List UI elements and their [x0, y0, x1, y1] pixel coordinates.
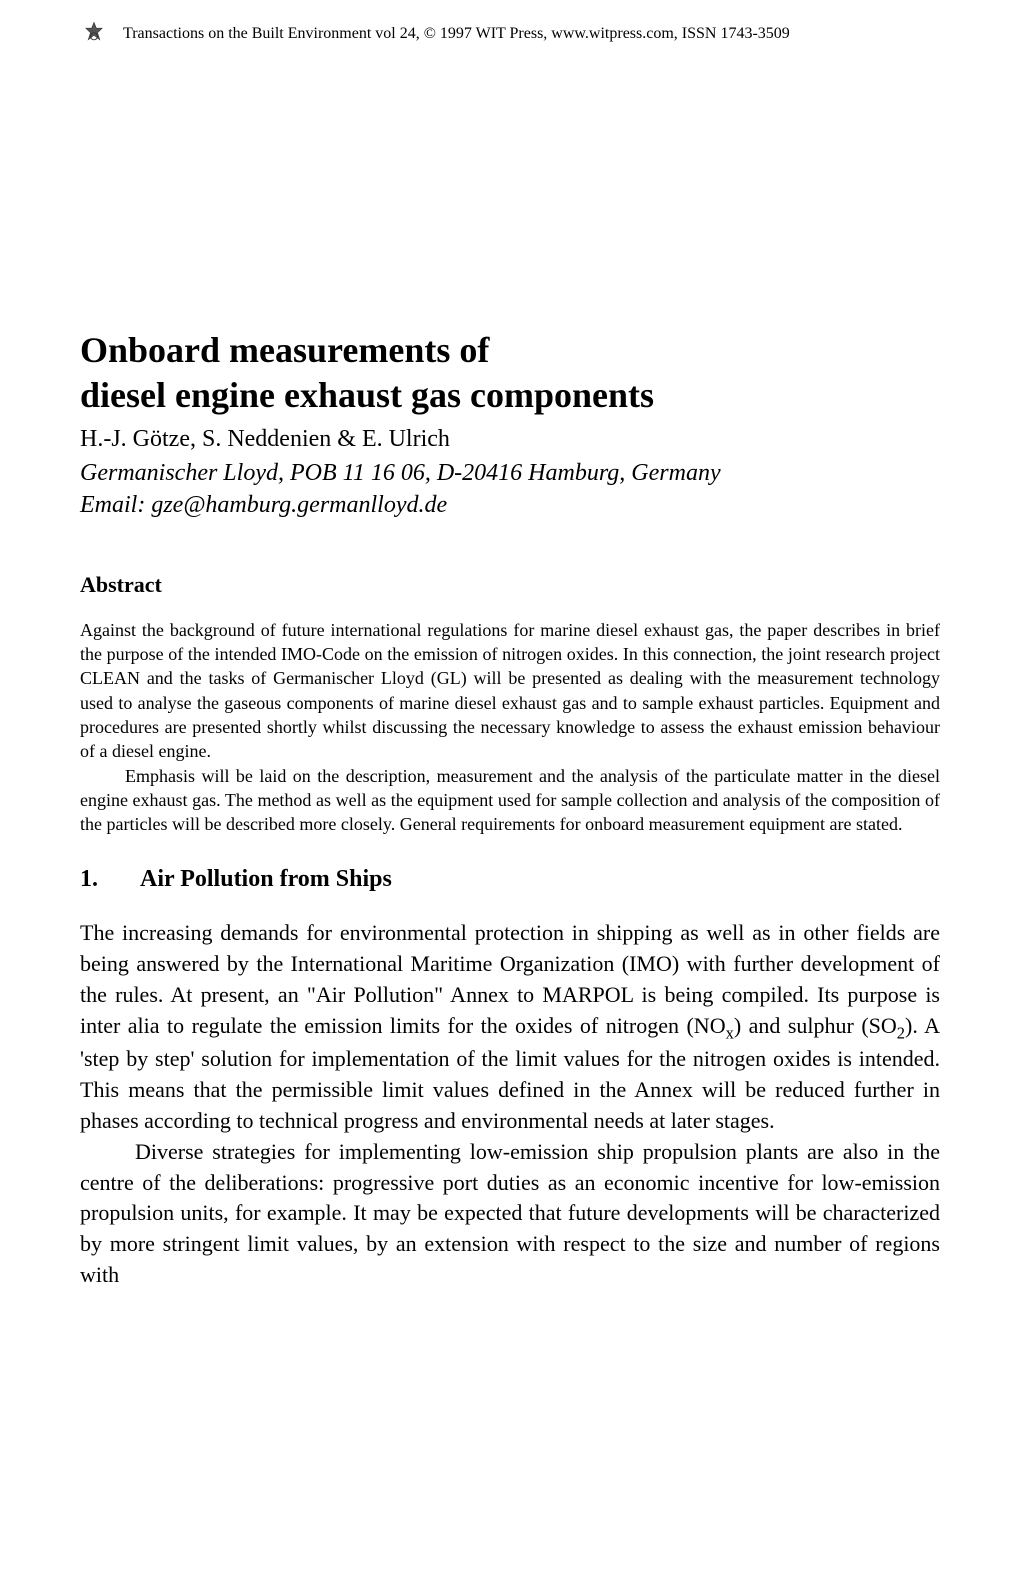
abstract-para-1: Against the background of future interna…: [80, 618, 940, 764]
affiliation-email: Email: gze@hamburg.germanlloyd.de: [80, 492, 447, 518]
section-1-heading: 1.Air Pollution from Ships: [80, 866, 940, 893]
affiliation-org: Germanischer Lloyd, POB 11 16 06, D-2041…: [80, 460, 721, 486]
running-header: Transactions on the Built Environment vo…: [80, 20, 940, 48]
affiliation-block: Germanischer Lloyd, POB 11 16 06, D-2041…: [80, 457, 940, 522]
abstract-para-2: Emphasis will be laid on the description…: [80, 764, 940, 837]
publisher-icon: [80, 20, 108, 48]
section-1-para-1: The increasing demands for environmental…: [80, 918, 940, 1136]
title-line-1: Onboard measurements of: [80, 330, 489, 370]
section-1-number: 1.: [80, 866, 140, 893]
header-citation: Transactions on the Built Environment vo…: [123, 25, 790, 43]
subscript-2: 2: [897, 1023, 905, 1042]
paper-title: Onboard measurements of diesel engine ex…: [80, 328, 940, 418]
paper-page: Transactions on the Built Environment vo…: [0, 0, 1020, 1594]
subscript-x: x: [726, 1023, 734, 1042]
abstract-body: Against the background of future interna…: [80, 618, 940, 837]
section-1-body: The increasing demands for environmental…: [80, 918, 940, 1290]
section-1-para-2: Diverse strategies for implementing low-…: [80, 1137, 940, 1291]
section-1-title: Air Pollution from Ships: [140, 866, 392, 892]
title-line-2: diesel engine exhaust gas components: [80, 375, 654, 415]
author-list: H.-J. Götze, S. Neddenien & E. Ulrich: [80, 426, 940, 453]
abstract-heading: Abstract: [80, 572, 940, 598]
